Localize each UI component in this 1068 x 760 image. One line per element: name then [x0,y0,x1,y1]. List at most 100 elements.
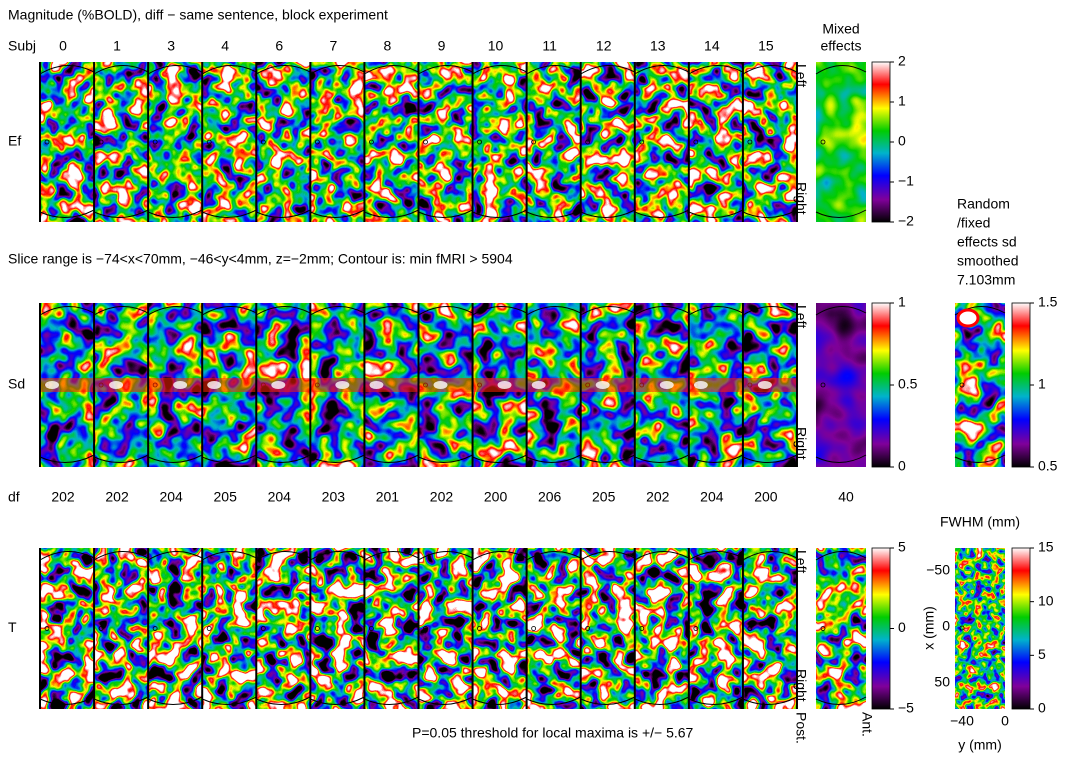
df-value: 205 [214,489,238,505]
fwhm-title: FWHM (mm) [940,514,1020,530]
slice-image [473,62,527,222]
row-label: Sd [8,376,25,392]
high-sd-spot [433,381,447,389]
colorbar-tick-label: −2 [898,213,914,229]
mixed-title: Mixed [822,21,859,37]
orientation-right: Right [793,427,809,460]
slice-image [202,548,256,709]
slice-image [418,62,472,222]
orientation-ant: Ant. [859,712,875,737]
df-value: 202 [646,489,670,505]
colorbar [872,548,890,709]
subject-label: 12 [596,38,612,54]
random-title: 7.103mm [957,272,1015,288]
colorbar-tick-label: −5 [898,700,914,716]
slice-image [94,548,148,709]
x-axis-label: x (mm) [921,606,937,650]
subject-label: 1 [113,38,121,54]
orientation-right: Right [793,182,809,215]
high-sd-spot [596,381,610,389]
high-sd-spot [660,381,674,389]
high-sd-spot [369,381,383,389]
subject-label: 14 [704,38,720,54]
colorbar [872,303,890,467]
slice-image [527,548,581,709]
colorbar-tick-label: 2 [898,53,906,69]
high-sd-spot [498,381,512,389]
high-sd-spot [958,310,978,326]
slice-image [689,548,743,709]
colorbar-tick-label: 0 [898,133,906,149]
y-tick-label: −40 [950,713,974,729]
subject-label: 3 [167,38,175,54]
df-value: 200 [484,489,508,505]
slice-image [816,62,866,222]
y-tick-label: 0 [1001,713,1009,729]
slice-image [148,62,202,222]
slice-image [310,548,364,709]
df-value: 204 [700,489,724,505]
x-tick-label: 50 [934,674,950,690]
row-label: Ef [8,133,21,149]
colorbar-tick-label: 1 [898,93,906,109]
slice-image [94,62,148,222]
subj-label: Subj [8,38,36,54]
colorbar-tick-label: 15 [1038,539,1054,555]
slice-image [527,62,581,222]
subject-label: 4 [221,38,229,54]
df-value: 205 [592,489,616,505]
colorbar-tick-label: 0 [1038,700,1046,716]
fwhm-image [955,548,1005,709]
colorbar-tick-label: 0 [898,458,906,474]
slice-image [816,548,866,709]
x-tick-label: 0 [942,618,950,634]
high-sd-spot [109,381,123,389]
colorbar [1012,303,1030,467]
colorbar [872,62,890,222]
colorbar-tick-label: −1 [898,173,914,189]
x-tick-label: −50 [926,562,950,578]
high-sd-spot [335,381,349,389]
slice-image [418,548,472,709]
subject-label: 9 [438,38,446,54]
row-label: T [8,619,17,635]
df-value: 202 [51,489,75,505]
slice-image [635,62,689,222]
colorbar-tick-label: 0.5 [898,376,918,392]
slice-image [364,62,418,222]
slice-image [310,62,364,222]
random-title: Random [957,196,1010,212]
orientation-right: Right [793,669,809,702]
high-sd-spot [758,381,772,389]
y-axis-label: y (mm) [958,737,1002,753]
slice-image [256,548,310,709]
colorbar-tick-label: 0 [898,619,906,635]
figure: Magnitude (%BOLD), diff − same sentence,… [0,0,1068,760]
colorbar-tick-label: 1.5 [1038,294,1058,310]
slice-image [743,62,797,222]
df-value: 201 [376,489,400,505]
high-sd-spot [207,381,221,389]
slice-image [816,303,866,467]
threshold-note: P=0.05 threshold for local maxima is +/−… [412,725,694,741]
slice-image [40,548,94,709]
slice-note: Slice range is −74<x<70mm, −46<y<4mm, z=… [8,251,513,267]
random-title: effects sd [957,234,1017,250]
orientation-left: Left [793,64,809,87]
df-value: 200 [754,489,778,505]
mixed-title: effects [821,38,862,54]
df-mixed: 40 [838,489,854,505]
colorbar-tick-label: 1 [1038,376,1046,392]
random-title: /fixed [957,215,990,231]
high-sd-spot [694,381,708,389]
figure-title: Magnitude (%BOLD), diff − same sentence,… [8,7,388,23]
high-sd-spot [173,381,187,389]
colorbar-tick-label: 10 [1038,592,1054,608]
random-title: smoothed [957,253,1018,269]
colorbar [1012,548,1030,709]
orientation-left: Left [793,305,809,328]
slice-image [364,548,418,709]
high-sd-spot [45,381,59,389]
df-value: 203 [322,489,346,505]
slice-image [743,548,797,709]
